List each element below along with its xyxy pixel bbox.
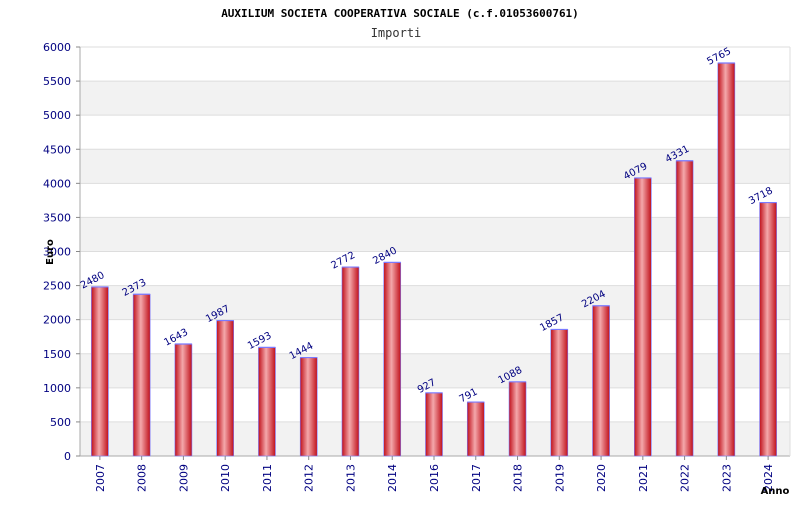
bar-2010	[216, 320, 234, 457]
x-tick-label-2013: 2013	[344, 464, 357, 492]
x-tick-label-2016: 2016	[428, 464, 441, 492]
y-tick-label: 6000	[43, 41, 71, 54]
x-tick-label-2009: 2009	[177, 464, 190, 492]
bar-2023	[717, 62, 736, 457]
y-tick-label: 3500	[43, 211, 71, 224]
y-tick-label: 5000	[43, 109, 71, 122]
bar-2009	[174, 343, 193, 457]
grid-band	[80, 285, 790, 320]
grid-band	[80, 353, 790, 388]
bar-2021	[634, 177, 652, 457]
chart-title: AUXILIUM SOCIETA COOPERATIVA SOCIALE (c.…	[221, 7, 579, 20]
y-axis-label: Euro	[45, 239, 56, 265]
bar-2011	[258, 347, 276, 457]
bar-2020	[592, 305, 610, 457]
bar-2017	[466, 401, 485, 457]
y-tick-label: 2500	[43, 280, 71, 293]
x-tick-label-2023: 2023	[720, 464, 733, 492]
bar-2019	[550, 329, 569, 457]
x-tick-label-2010: 2010	[219, 464, 232, 492]
bar-2024	[759, 202, 777, 457]
y-tick-label: 4500	[43, 143, 71, 156]
y-tick-label: 4000	[43, 177, 71, 190]
y-tick-label: 2000	[43, 314, 71, 327]
x-tick-label-2019: 2019	[553, 464, 566, 492]
x-tick-label-2014: 2014	[386, 464, 399, 492]
y-tick-label: 0	[64, 450, 71, 463]
bar-2007	[91, 286, 109, 457]
y-tick-label: 500	[50, 416, 71, 429]
plot-background	[80, 81, 790, 456]
grid-band	[80, 217, 790, 252]
y-tick-label: 1000	[43, 382, 71, 395]
x-tick-label-2021: 2021	[637, 464, 650, 492]
grid-band	[80, 149, 790, 184]
x-tick-label-2017: 2017	[470, 464, 483, 492]
x-tick-label-2018: 2018	[512, 464, 525, 492]
x-axis-label: Anno	[761, 486, 790, 497]
x-tick-label-2007: 2007	[94, 464, 107, 492]
x-tick-label-2022: 2022	[679, 464, 692, 492]
bar-2018	[508, 381, 527, 457]
bar-2022	[675, 160, 694, 457]
grid-band	[80, 81, 790, 116]
y-tick-label: 3000	[43, 246, 71, 259]
x-axis-ticks: 2007 2008 2009 2010 2011 2012 2013 2014 2016 2017…	[94, 456, 775, 492]
bar-2012	[299, 357, 318, 457]
y-tick-label: 1500	[43, 348, 71, 361]
x-tick-label-2020: 2020	[595, 464, 608, 492]
x-tick-label-2012: 2012	[303, 464, 316, 492]
x-tick-label-2024: 2024	[762, 464, 775, 492]
y-tick-label: 5500	[43, 75, 71, 88]
bar-2014	[383, 262, 402, 457]
y-axis-ticks: 0 500 1000 1500 2000 2500 3000 3500 4000 4500 5000…	[43, 41, 80, 463]
chart-subtitle: Importi	[371, 26, 422, 40]
bar-2016	[425, 392, 443, 457]
bar-2008	[132, 293, 151, 457]
x-tick-label-2011: 2011	[261, 464, 274, 492]
bars	[91, 62, 777, 457]
bar-2013	[341, 266, 360, 457]
x-tick-label-2008: 2008	[136, 464, 149, 492]
